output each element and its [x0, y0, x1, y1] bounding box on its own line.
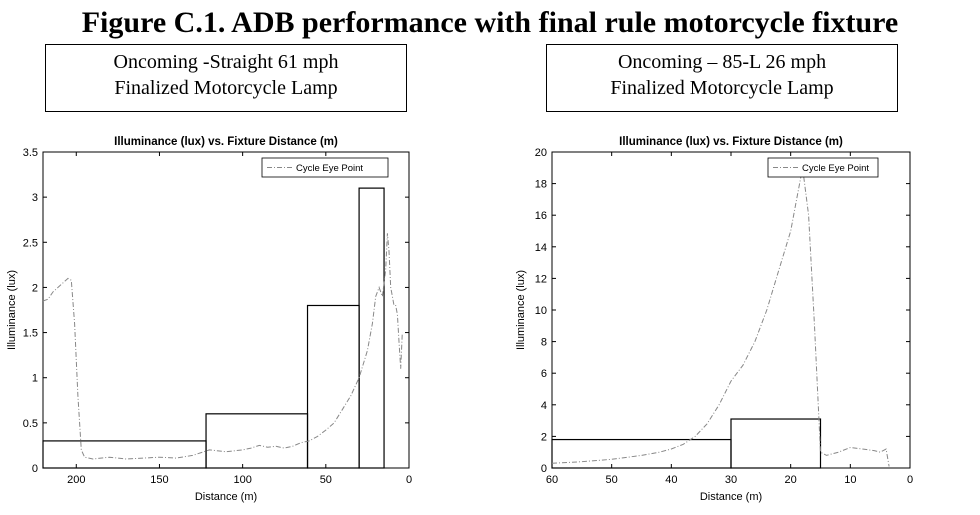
x-tick-label: 60 — [546, 474, 558, 486]
y-tick-label: 20 — [535, 147, 547, 159]
y-tick-label: 10 — [535, 305, 547, 317]
y-tick-label: 16 — [535, 210, 547, 222]
series-line-1 — [551, 167, 890, 467]
x-tick-label: 20 — [785, 474, 797, 486]
chart-2: Illuminance (lux) vs. Fixture Distance (… — [515, 136, 913, 503]
y-tick-label: 14 — [535, 242, 547, 254]
y-tick-label: 2 — [32, 282, 38, 294]
legend-box — [767, 157, 879, 178]
legend-entry: Cycle Eye Point — [296, 163, 363, 174]
plot-title: Illuminance (lux) vs. Fixture Distance (… — [114, 136, 338, 148]
y-tick-label: 0.5 — [23, 418, 38, 430]
x-tick-label: 40 — [665, 474, 677, 486]
plot-frame — [551, 151, 911, 469]
y-tick-label: 0 — [32, 463, 38, 475]
x-tick-label: 0 — [907, 474, 913, 486]
y-tick-label: 6 — [541, 368, 547, 380]
legend: Cycle Eye Point — [261, 157, 389, 178]
x-tick-label: 30 — [725, 474, 737, 486]
legend-box — [261, 157, 389, 178]
plot-frame — [42, 151, 410, 469]
right-chart-caption: Oncoming – 85-L 26 mph Finalized Motorcy… — [546, 44, 898, 112]
y-tick-label: 4 — [541, 400, 547, 412]
x-tick-label: 200 — [67, 474, 85, 486]
y-tick-label: 0 — [541, 463, 547, 475]
limit-step-4 — [358, 187, 385, 469]
figure-title: Figure C.1. ADB performance with final r… — [81, 6, 899, 39]
y-tick-label: 3.5 — [23, 147, 38, 159]
y-tick-label: 1 — [32, 373, 38, 385]
y-tick-label: 2 — [541, 431, 547, 443]
x-tick-label: 50 — [320, 474, 332, 486]
x-axis-label: Distance (m) — [700, 491, 762, 503]
left-caption-line-1: Oncoming -Straight 61 mph — [113, 51, 339, 73]
x-tick-label: 50 — [606, 474, 618, 486]
y-tick-label: 12 — [535, 273, 547, 285]
x-tick-label: 150 — [150, 474, 168, 486]
y-tick-label: 3 — [32, 192, 38, 204]
y-tick-label: 18 — [535, 179, 547, 191]
right-caption-line-1: Oncoming – 85-L 26 mph — [617, 51, 827, 73]
right-caption-line-2: Finalized Motorcycle Lamp — [610, 77, 834, 99]
plot-title: Illuminance (lux) vs. Fixture Distance (… — [619, 136, 843, 148]
series-line-1 — [42, 233, 403, 460]
y-axis-label: Illuminance (lux) — [6, 270, 18, 350]
x-tick-label: 0 — [406, 474, 412, 486]
x-tick-label: 10 — [844, 474, 856, 486]
y-axis-label: Illuminance (lux) — [515, 270, 527, 350]
chart-1: Illuminance (lux) vs. Fixture Distance (… — [6, 136, 412, 503]
y-tick-label: 1.5 — [23, 328, 38, 340]
x-axis-label: Distance (m) — [195, 491, 257, 503]
left-chart-caption: Oncoming -Straight 61 mph Finalized Moto… — [45, 44, 407, 112]
y-tick-label: 2.5 — [23, 237, 38, 249]
y-tick-label: 8 — [541, 337, 547, 349]
legend-entry: Cycle Eye Point — [802, 163, 869, 174]
x-tick-label: 100 — [233, 474, 251, 486]
legend: Cycle Eye Point — [767, 157, 879, 178]
left-caption-line-2: Finalized Motorcycle Lamp — [114, 77, 338, 99]
